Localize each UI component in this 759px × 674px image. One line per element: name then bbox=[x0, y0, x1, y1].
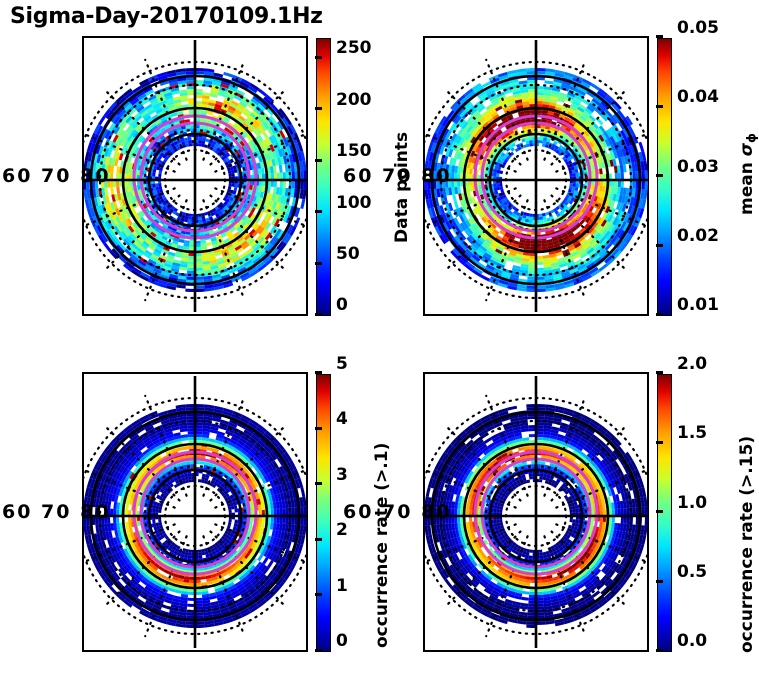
colorbar-tick bbox=[315, 55, 322, 59]
colorbar-ticklabel: 0.03 bbox=[677, 156, 719, 177]
colorbar-tick bbox=[656, 104, 663, 108]
latitude-labels-panel1: 60 70 80 bbox=[2, 165, 111, 187]
panel-occurrence-rate-01 bbox=[82, 372, 308, 652]
colorbar-tick bbox=[656, 371, 663, 374]
colorbar-ticklabel: 4 bbox=[336, 409, 348, 430]
colorbar-ticklabel: 50 bbox=[336, 244, 360, 264]
colorbar-ticklabel: 0 bbox=[336, 631, 348, 651]
colorbar-ticklabel: 1.5 bbox=[677, 423, 708, 443]
colorbar-tick bbox=[315, 107, 322, 110]
colorbar-ticklabel: 1.0 bbox=[677, 492, 708, 513]
phi-subscript: ϕ bbox=[743, 132, 759, 143]
colorbar-tick bbox=[656, 313, 663, 316]
colorbar-tick bbox=[315, 593, 322, 597]
colorbar-gradient bbox=[657, 38, 672, 316]
sigma-symbol: σ bbox=[737, 143, 757, 157]
colorbar-gradient bbox=[316, 374, 331, 652]
colorbar-occurrence-rate-01: 0 1 2 3 4 5 bbox=[315, 354, 348, 652]
latitude-labels-panel3: 60 70 80 bbox=[2, 501, 111, 523]
colorbar-tick bbox=[656, 35, 663, 38]
colorbar-ticklabel: 2.0 bbox=[677, 353, 708, 374]
colorbar-tick bbox=[656, 243, 663, 247]
colorbar-label-mean-sigma-phi: mean σϕ bbox=[737, 133, 759, 215]
colorbar-ticklabel: 0.05 bbox=[677, 17, 719, 38]
polar-plot-occurrence-rate-01 bbox=[82, 376, 308, 648]
panel-data-points bbox=[82, 36, 308, 316]
colorbar-ticklabel: 250 bbox=[336, 38, 372, 58]
page-title: Sigma-Day-20170109.1Hz bbox=[10, 4, 323, 29]
panel-occurrence-rate-015 bbox=[423, 372, 649, 652]
colorbar-occurrence-rate-015: 0.0 0.5 1.0 1.5 2.0 bbox=[656, 354, 707, 652]
colorbar-ticklabel: 150 bbox=[336, 141, 372, 161]
colorbar-ticklabel: 2 bbox=[336, 520, 348, 541]
colorbar-tick bbox=[315, 371, 322, 374]
colorbar-tick bbox=[656, 174, 663, 177]
colorbar-data-points: 0 50 100 150 200 250 bbox=[315, 38, 372, 316]
colorbar-tick bbox=[656, 440, 663, 444]
colorbar-ticklabel: 0.5 bbox=[677, 562, 708, 582]
colorbar-label-text: mean bbox=[737, 156, 757, 215]
colorbar-label-data-points: Data points bbox=[392, 131, 412, 243]
colorbar-ticklabel: 100 bbox=[336, 192, 372, 213]
colorbar-tick bbox=[656, 510, 663, 513]
latitude-labels-panel2: 60 70 80 bbox=[343, 165, 452, 187]
colorbar-ticklabel: 5 bbox=[336, 353, 348, 374]
colorbar-tick bbox=[315, 261, 322, 265]
polar-plot-occurrence-rate-015 bbox=[423, 376, 649, 648]
colorbar-ticklabel: 0.02 bbox=[677, 226, 719, 246]
colorbar-tick bbox=[315, 313, 322, 316]
colorbar-tick bbox=[656, 579, 663, 583]
colorbar-ticklabel: 0.04 bbox=[677, 87, 719, 107]
colorbar-tick bbox=[656, 649, 663, 652]
colorbar-tick bbox=[315, 649, 322, 652]
colorbar-gradient bbox=[657, 374, 672, 652]
colorbar-mean-sigma-phi: 0.01 0.02 0.03 0.04 0.05 bbox=[656, 18, 719, 316]
colorbar-tick bbox=[315, 482, 322, 486]
polar-plot-data-points bbox=[82, 40, 308, 312]
colorbar-ticklabel: 0 bbox=[336, 295, 348, 315]
colorbar-tick bbox=[315, 537, 322, 541]
panel-mean-sigma-phi bbox=[423, 36, 649, 316]
colorbar-ticklabel: 3 bbox=[336, 464, 348, 485]
colorbar-gradient bbox=[316, 38, 331, 316]
colorbar-tick bbox=[315, 210, 322, 213]
colorbar-ticklabel: 1 bbox=[336, 576, 348, 596]
polar-plot-mean-sigma-phi bbox=[423, 40, 649, 312]
colorbar-ticklabel: 200 bbox=[336, 89, 372, 110]
colorbar-label-occurrence-rate-015: occurrence rate (>.15) bbox=[737, 435, 757, 653]
colorbar-ticklabel: 0.0 bbox=[677, 631, 708, 651]
colorbar-label-occurrence-rate-01: occurrence rate (>.1) bbox=[372, 442, 392, 648]
colorbar-tick bbox=[315, 426, 322, 430]
latitude-labels-panel4: 60 70 80 bbox=[343, 501, 452, 523]
colorbar-ticklabel: 0.01 bbox=[677, 295, 719, 315]
colorbar-tick bbox=[315, 158, 322, 162]
